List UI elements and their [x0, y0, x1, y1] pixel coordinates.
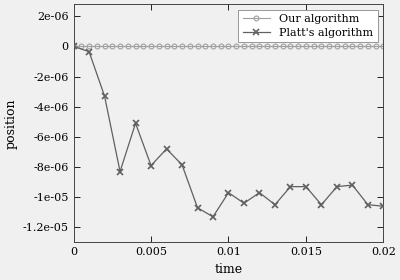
Our algorithm — [381, 45, 386, 48]
Our algorithm — [156, 45, 161, 48]
Our algorithm — [164, 45, 169, 48]
Our algorithm — [288, 45, 293, 48]
Our algorithm — [311, 45, 316, 48]
Our algorithm — [102, 45, 107, 48]
Our algorithm — [126, 45, 130, 48]
Platt's algorithm — [334, 185, 339, 188]
Legend: Our algorithm, Platt's algorithm: Our algorithm, Platt's algorithm — [238, 10, 378, 42]
Platt's algorithm — [149, 164, 154, 167]
Line: Platt's algorithm: Platt's algorithm — [70, 43, 386, 220]
Our algorithm — [149, 45, 154, 48]
Platt's algorithm — [102, 94, 107, 98]
Our algorithm — [334, 45, 339, 48]
Our algorithm — [296, 45, 300, 48]
Our algorithm — [226, 45, 231, 48]
Platt's algorithm — [257, 191, 262, 194]
Platt's algorithm — [272, 203, 277, 206]
Line: Our algorithm: Our algorithm — [71, 44, 386, 49]
Our algorithm — [242, 45, 246, 48]
Our algorithm — [265, 45, 270, 48]
Our algorithm — [141, 45, 146, 48]
Our algorithm — [94, 45, 99, 48]
Our algorithm — [203, 45, 208, 48]
Our algorithm — [249, 45, 254, 48]
Our algorithm — [319, 45, 324, 48]
Our algorithm — [366, 45, 370, 48]
Our algorithm — [210, 45, 215, 48]
Our algorithm — [280, 45, 285, 48]
Our algorithm — [172, 45, 177, 48]
Our algorithm — [257, 45, 262, 48]
Platt's algorithm — [226, 191, 231, 194]
Platt's algorithm — [319, 203, 324, 206]
Our algorithm — [327, 45, 332, 48]
Our algorithm — [180, 45, 184, 48]
Y-axis label: position: position — [4, 98, 17, 149]
Platt's algorithm — [366, 203, 370, 206]
Platt's algorithm — [118, 170, 122, 173]
Platt's algorithm — [288, 185, 293, 188]
Platt's algorithm — [210, 215, 215, 218]
Our algorithm — [118, 45, 122, 48]
Our algorithm — [79, 45, 84, 48]
Our algorithm — [110, 45, 115, 48]
Platt's algorithm — [87, 50, 92, 53]
Our algorithm — [87, 45, 92, 48]
Platt's algorithm — [195, 206, 200, 209]
Our algorithm — [272, 45, 277, 48]
Platt's algorithm — [242, 202, 246, 205]
Our algorithm — [358, 45, 362, 48]
Our algorithm — [234, 45, 239, 48]
Our algorithm — [304, 45, 308, 48]
Our algorithm — [350, 45, 355, 48]
Our algorithm — [71, 45, 76, 48]
Platt's algorithm — [164, 147, 169, 151]
Platt's algorithm — [180, 163, 184, 166]
Our algorithm — [373, 45, 378, 48]
Our algorithm — [195, 45, 200, 48]
Platt's algorithm — [381, 205, 386, 208]
Platt's algorithm — [71, 45, 76, 48]
Platt's algorithm — [133, 122, 138, 125]
Our algorithm — [187, 45, 192, 48]
Our algorithm — [133, 45, 138, 48]
Our algorithm — [218, 45, 223, 48]
Platt's algorithm — [350, 183, 355, 187]
X-axis label: time: time — [214, 263, 242, 276]
Our algorithm — [342, 45, 347, 48]
Platt's algorithm — [304, 185, 308, 188]
